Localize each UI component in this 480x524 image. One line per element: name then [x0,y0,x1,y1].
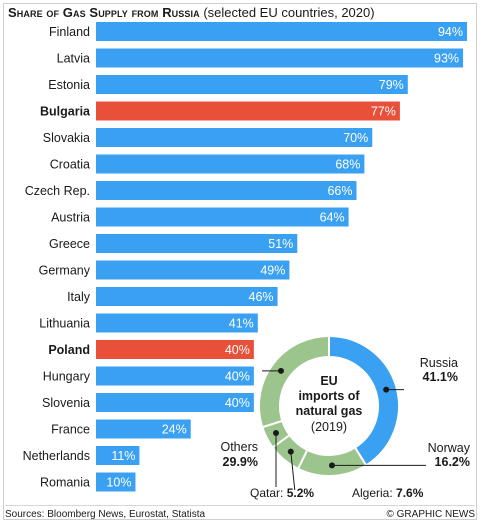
category-label-slovakia: Slovakia [43,131,90,145]
category-label-italy: Italy [67,290,91,304]
sources-note: Sources: Bloomberg News, Eurostat, Stati… [5,509,206,520]
value-label-slovakia: 70% [343,131,368,145]
bar-estonia [96,75,408,94]
value-label-croatia: 68% [335,158,360,172]
leader-dot-others [277,367,284,374]
value-label-czech-rep: 66% [327,184,352,198]
category-label-netherlands: Netherlands [23,449,90,463]
leader-dot-qatar [272,430,279,437]
category-label-bulgaria: Bulgaria [40,105,91,119]
value-label-germany: 49% [260,264,285,278]
value-label-poland: 40% [225,343,250,357]
donut-label-norway: Norway [428,441,471,455]
bar-czech-rep [96,181,357,200]
leader-dot-algeria [287,448,294,455]
donut-label-russia: Russia [420,356,458,370]
chart-area: Finland 94% Latvia 93% Estonia 79% Bulgaria 77%… [23,22,471,500]
donut-value-norway: 16.2% [435,455,470,469]
donut-center-label-4: (2019) [311,420,347,434]
bar-netherlands [96,446,140,465]
value-label-hungary: 40% [225,370,250,384]
category-label-czech-rep: Czech Rep. [25,184,90,198]
value-label-latvia: 93% [434,52,459,66]
chart-title: Share of Gas Supply from Russia (selecte… [8,5,375,20]
value-label-slovenia: 40% [225,396,250,410]
category-label-france: France [51,423,90,437]
value-label-estonia: 79% [379,78,404,92]
bar-italy [96,287,278,306]
category-label-poland: Poland [48,343,90,357]
chart-title-main: Share of Gas Supply from Russia [8,5,200,20]
bar-hungary [96,366,254,386]
bar-latvia [96,48,464,68]
value-label-greece: 51% [268,237,293,251]
credit-note: © GRAPHIC NEWS [386,509,476,520]
bar-poland [96,340,254,359]
donut-label-name-algeria: Algeria: [352,486,396,500]
category-label-romania: Romania [40,476,90,490]
value-label-netherlands: 11% [111,449,135,463]
category-label-germany: Germany [39,264,91,278]
donut-label-qatar: Qatar: 5.2% [250,486,314,500]
footer: Sources: Bloomberg News, Eurostat, Stati… [5,505,475,524]
category-label-estonia: Estonia [48,78,90,92]
bar-germany [96,260,290,280]
bar-austria [96,207,349,227]
donut-label-others: Others [220,440,258,454]
value-label-italy: 46% [249,290,274,304]
bar-bulgaria [96,101,400,121]
donut-label-name-qatar: Qatar: [250,486,287,500]
chart-title-sub: (selected EU countries, 2020) [203,5,375,20]
bar-greece [96,234,298,253]
value-label-austria: 64% [320,211,345,225]
leader-line-algeria [290,451,296,491]
donut-center-label-1: EU [320,374,337,388]
value-label-bulgaria: 77% [371,105,396,119]
donut-value-russia: 41.1% [423,370,458,384]
bar-romania [96,472,136,492]
value-label-romania: 10% [106,476,131,490]
category-label-slovenia: Slovenia [42,396,90,410]
bar-finland [96,22,467,41]
bar-france [96,419,191,439]
category-label-lithuania: Lithuania [39,317,90,331]
category-label-greece: Greece [49,237,90,251]
bar-croatia [96,154,365,174]
donut-slice-others [258,334,330,429]
graphic-frame [3,3,477,520]
donut-center-label-3: natural gas [296,404,363,418]
bar-slovenia [96,393,254,412]
value-label-france: 24% [162,423,187,437]
bar-slovakia [96,128,373,147]
donut-value-qatar: 5.2% [287,486,315,500]
donut-center-label-2: imports of [298,389,360,403]
category-label-croatia: Croatia [50,158,90,172]
category-label-finland: Finland [49,25,90,39]
category-label-latvia: Latvia [57,52,90,66]
bar-lithuania [96,313,258,333]
donut-label-algeria: Algeria: 7.6% [352,486,424,500]
value-label-finland: 94% [438,25,463,39]
category-label-hungary: Hungary [43,370,91,384]
donut-value-algeria: 7.6% [396,486,424,500]
leader-dot-russia [383,386,390,393]
category-label-austria: Austria [51,211,90,225]
leader-dot-norway [328,462,335,469]
donut-value-others: 29.9% [223,455,258,469]
value-label-lithuania: 41% [229,317,254,331]
